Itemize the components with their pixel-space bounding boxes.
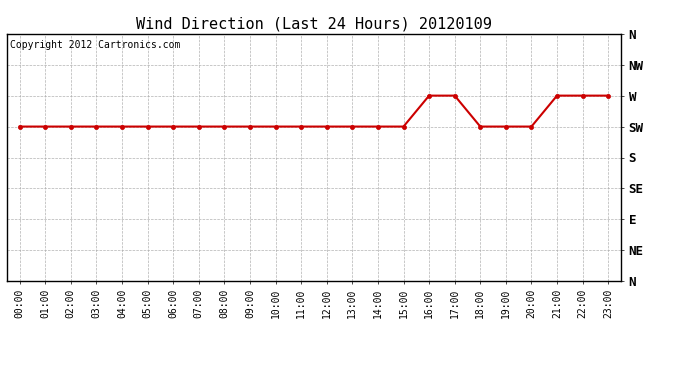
Title: Wind Direction (Last 24 Hours) 20120109: Wind Direction (Last 24 Hours) 20120109 <box>136 16 492 31</box>
Text: Copyright 2012 Cartronics.com: Copyright 2012 Cartronics.com <box>10 40 180 50</box>
